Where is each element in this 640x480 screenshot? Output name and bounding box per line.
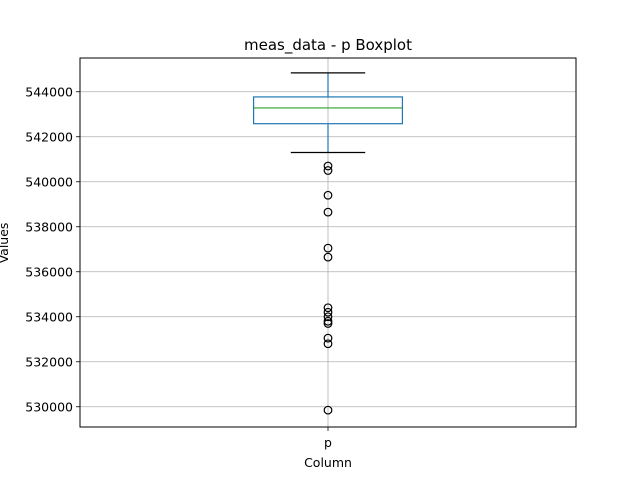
outlier-point (323, 303, 333, 313)
outlier-point (323, 333, 333, 343)
grid-lines (80, 58, 576, 427)
outlier-point (323, 252, 333, 262)
y-tick-label: 532000 (25, 354, 73, 369)
y-tick-label: 534000 (25, 309, 73, 324)
box-series (253, 72, 404, 415)
y-tick-label: 542000 (25, 129, 73, 144)
outlier-point (323, 161, 333, 171)
y-axis-label: Values (0, 223, 11, 264)
outlier-point (323, 190, 333, 200)
y-tick-label: 540000 (25, 174, 73, 189)
y-tick-label: 536000 (25, 264, 73, 279)
y-axis-ticks: 530000 532000 534000 536000 538000 540000 5420… (25, 84, 80, 414)
outlier-point (323, 312, 333, 322)
outlier-point (323, 405, 333, 415)
x-axis-label: Column (304, 455, 352, 470)
plot-frame (79, 57, 577, 428)
outlier-point (323, 166, 333, 175)
outlier-point (323, 339, 333, 349)
outlier-point (323, 319, 333, 328)
y-tick-label: 530000 (25, 399, 73, 414)
y-tick-label: 544000 (25, 84, 73, 99)
x-tick-label: p (324, 435, 332, 450)
outlier-point (323, 316, 333, 326)
chart-title: meas_data - p Boxplot (244, 36, 412, 55)
outlier-point (323, 207, 333, 217)
outlier-point (323, 243, 333, 253)
x-axis-ticks: p (324, 427, 332, 450)
iqr-box (253, 96, 404, 125)
outlier-point (323, 307, 333, 317)
y-tick-label: 538000 (25, 219, 73, 234)
